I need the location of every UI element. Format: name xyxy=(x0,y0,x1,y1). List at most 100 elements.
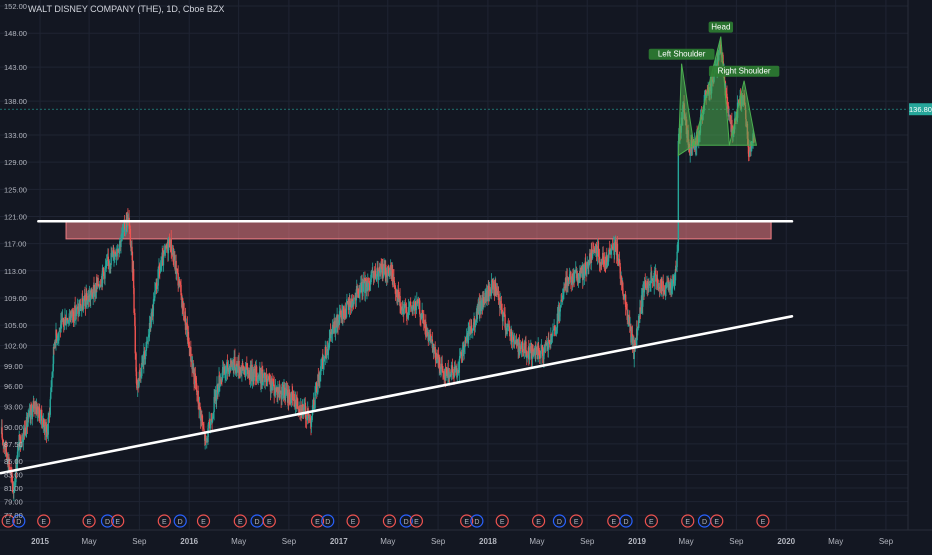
dividend-marker[interactable] xyxy=(552,514,567,528)
dividend-marker[interactable] xyxy=(12,514,26,528)
earnings-marker[interactable] xyxy=(681,514,695,528)
candle-body xyxy=(511,340,514,343)
candle-body xyxy=(257,376,259,378)
candle-body xyxy=(639,307,642,314)
candle-body xyxy=(213,412,215,417)
earnings-marker[interactable] xyxy=(346,514,360,528)
candle-body xyxy=(460,352,463,355)
candle-body xyxy=(345,316,347,318)
dividend-marker[interactable] xyxy=(100,514,115,528)
earnings-marker[interactable] xyxy=(82,514,96,528)
candle-body xyxy=(635,343,637,345)
candle-body xyxy=(200,415,202,421)
candle-body xyxy=(154,290,156,298)
candle-body xyxy=(353,298,355,303)
earnings-marker[interactable] xyxy=(37,514,51,528)
candle-body xyxy=(586,262,588,275)
earnings-marker[interactable] xyxy=(196,514,211,528)
candle-body xyxy=(543,352,545,360)
candle-body xyxy=(90,289,92,296)
earnings-marker[interactable] xyxy=(157,514,171,528)
candle-body xyxy=(671,280,674,288)
candle-body xyxy=(21,441,23,443)
candle-body xyxy=(375,276,378,279)
earnings-marker[interactable] xyxy=(1,514,15,528)
candle-body xyxy=(526,356,528,359)
candle-body xyxy=(449,374,451,378)
dividend-marker[interactable] xyxy=(619,514,633,528)
candle-body xyxy=(347,302,350,310)
candle-body xyxy=(56,338,59,341)
candle-body xyxy=(191,360,193,370)
left-shoulder-triangle[interactable] xyxy=(677,63,695,157)
price-tick-label: 113.00 xyxy=(4,267,26,276)
candle-body xyxy=(747,147,750,157)
earnings-marker[interactable] xyxy=(495,514,509,528)
earnings-marker[interactable] xyxy=(262,514,276,528)
time-tick-label: 2018 xyxy=(479,537,497,546)
dividend-marker[interactable] xyxy=(173,514,187,528)
price-tick-label: 125.00 xyxy=(4,185,27,194)
candle-body xyxy=(21,441,24,443)
candle-body xyxy=(278,386,281,394)
candle-body xyxy=(138,378,140,385)
candle-body xyxy=(276,387,278,396)
earnings-marker[interactable] xyxy=(233,514,247,528)
candle-body xyxy=(477,301,480,314)
price-tick-label: 79.00 xyxy=(4,498,23,507)
earnings-marker[interactable] xyxy=(111,514,125,528)
candle-body xyxy=(655,270,657,282)
candle-body xyxy=(445,367,447,381)
candle-body xyxy=(266,378,268,383)
candle-body xyxy=(438,357,441,368)
candle-body xyxy=(327,350,329,355)
earnings-marker[interactable] xyxy=(710,514,724,528)
candle-body xyxy=(376,267,378,276)
candle-body xyxy=(568,274,571,280)
price-tick-label: 133.00 xyxy=(4,131,27,140)
time-axis[interactable]: 2015 May Sep 2016 May Sep 2017 May Sep 2018 May Sep… xyxy=(0,529,932,550)
candle-body xyxy=(215,390,218,401)
earnings-marker[interactable] xyxy=(310,514,325,528)
earnings-marker[interactable] xyxy=(409,514,424,528)
candle-body xyxy=(430,334,432,343)
time-tick-label: 2015 xyxy=(31,537,49,546)
candle-body xyxy=(628,316,630,322)
candle-body xyxy=(508,326,510,328)
dividend-marker[interactable] xyxy=(321,514,335,528)
right-shoulder-triangle[interactable] xyxy=(728,80,758,146)
earnings-marker[interactable] xyxy=(569,514,583,528)
earnings-marker[interactable] xyxy=(382,514,397,528)
candle-body xyxy=(307,414,310,416)
earnings-marker[interactable] xyxy=(756,514,770,528)
candle-body xyxy=(400,305,402,308)
dividend-marker[interactable] xyxy=(470,514,484,528)
dividend-marker[interactable] xyxy=(399,514,413,528)
head-and-shoulders-layer[interactable]: Left Shoulder Head Right Shoulder xyxy=(648,21,780,157)
head-triangle[interactable] xyxy=(693,36,730,146)
candle-body xyxy=(563,287,566,288)
candle-body xyxy=(60,320,62,332)
candle-body xyxy=(323,359,325,362)
candle-body xyxy=(454,369,457,373)
candle-body xyxy=(284,387,286,396)
earnings-marker[interactable] xyxy=(460,514,474,528)
candle-body xyxy=(671,287,673,289)
candle-body xyxy=(603,260,606,264)
candle-body xyxy=(596,246,599,257)
candle-body xyxy=(617,259,620,261)
earnings-marker[interactable] xyxy=(531,514,546,528)
candle-body xyxy=(44,422,47,433)
candle-body xyxy=(349,301,351,303)
support-line[interactable] xyxy=(0,314,794,475)
earnings-marker[interactable] xyxy=(644,514,658,528)
candle-body xyxy=(440,363,443,369)
candle-body xyxy=(310,420,313,427)
price-axis[interactable]: 152.00 148.00 143.00 138.00 133.00 129.00 125.… xyxy=(4,0,932,550)
event-marker-letter: D xyxy=(474,519,479,526)
candle-body xyxy=(315,383,318,393)
drawings-layer[interactable] xyxy=(0,108,908,475)
